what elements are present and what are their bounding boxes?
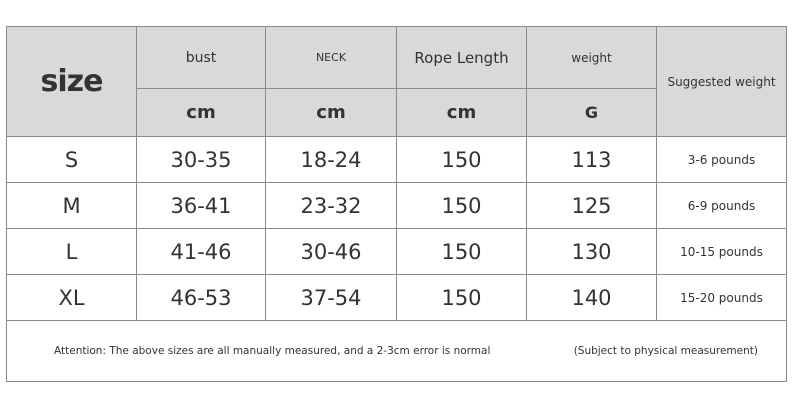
weight-unit: G [526, 88, 657, 137]
table-row: S 30-35 18-24 150 113 3-6 pounds [6, 136, 787, 183]
neck-unit: cm [265, 88, 397, 137]
size-cell: XL [6, 274, 137, 321]
neck-cell: 30-46 [265, 228, 397, 275]
rope-cell: 150 [396, 228, 527, 275]
table-row: M 36-41 23-32 150 125 6-9 pounds [6, 182, 787, 229]
size-chart-table: size bust NECK Rope Length weight Sugges… [6, 26, 787, 382]
table-row: XL 46-53 37-54 150 140 15-20 pounds [6, 274, 787, 321]
bust-cell: 30-35 [136, 136, 266, 183]
size-cell: S [6, 136, 137, 183]
rope-length-unit: cm [396, 88, 527, 137]
rope-cell: 150 [396, 274, 527, 321]
neck-header: NECK [265, 26, 397, 89]
table-row: L 41-46 30-46 150 130 10-15 pounds [6, 228, 787, 275]
size-cell: L [6, 228, 137, 275]
weight-header: weight [526, 26, 657, 89]
suggested-cell: 3-6 pounds [656, 136, 787, 183]
bust-cell: 41-46 [136, 228, 266, 275]
rope-length-header: Rope Length [396, 26, 527, 89]
bust-cell: 36-41 [136, 182, 266, 229]
neck-cell: 37-54 [265, 274, 397, 321]
neck-cell: 18-24 [265, 136, 397, 183]
suggested-cell: 10-15 pounds [656, 228, 787, 275]
weight-cell: 113 [526, 136, 657, 183]
bust-header: bust [136, 26, 266, 89]
size-cell: M [6, 182, 137, 229]
weight-cell: 140 [526, 274, 657, 321]
neck-cell: 23-32 [265, 182, 397, 229]
measurement-note: (Subject to physical measurement) [573, 345, 758, 357]
footer-note-row: Attention: The above sizes are all manua… [6, 320, 787, 382]
rope-cell: 150 [396, 136, 527, 183]
bust-unit: cm [136, 88, 266, 137]
rope-cell: 150 [396, 182, 527, 229]
suggested-weight-header: Suggested weight [656, 26, 787, 137]
weight-cell: 130 [526, 228, 657, 275]
bust-cell: 46-53 [136, 274, 266, 321]
suggested-cell: 15-20 pounds [656, 274, 787, 321]
attention-note: Attention: The above sizes are all manua… [54, 345, 491, 357]
suggested-cell: 6-9 pounds [656, 182, 787, 229]
weight-cell: 125 [526, 182, 657, 229]
size-header: size [6, 26, 137, 137]
